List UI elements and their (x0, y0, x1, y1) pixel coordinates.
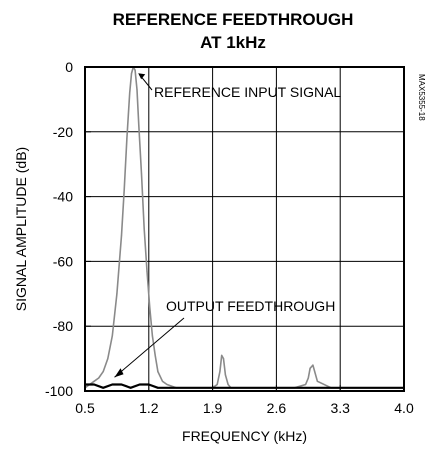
figure-code: MAX5355-18 (417, 74, 426, 121)
data-point (146, 270, 148, 272)
data-point (107, 358, 109, 360)
annotation-reference-input: REFERENCE INPUT SIGNAL (154, 84, 341, 100)
y-axis-label: SIGNAL AMPLITUDE (dB) (13, 147, 29, 311)
data-point (222, 358, 225, 360)
data-point (219, 371, 221, 373)
data-point (120, 234, 123, 237)
data-point (93, 380, 95, 382)
series-line-2 (85, 383, 404, 389)
data-point (239, 387, 241, 389)
chart-title-line2: AT 1kHz (200, 33, 266, 52)
data-point (166, 387, 168, 389)
data-point (157, 371, 159, 373)
data-point (330, 387, 332, 389)
data-point (175, 387, 177, 389)
data-point (130, 387, 132, 389)
data-point (305, 383, 307, 386)
grid (85, 67, 404, 391)
y-tick-label: -40 (53, 189, 73, 205)
data-point (221, 354, 223, 356)
data-point (307, 377, 309, 379)
series-line-1 (84, 66, 404, 389)
data-point (116, 293, 118, 295)
arrowhead-feedthrough (114, 368, 124, 378)
y-tick-label: -60 (53, 253, 73, 269)
data-point (366, 387, 369, 389)
data-point (111, 383, 113, 386)
chart-title-line1: REFERENCE FEEDTHROUGH (113, 10, 354, 29)
data-point (123, 189, 125, 191)
arrowhead-reference (138, 73, 146, 80)
data-point (126, 137, 128, 139)
data-point (154, 354, 156, 356)
data-point (284, 387, 287, 389)
series-group (84, 66, 405, 389)
data-point (316, 380, 318, 382)
data-point (321, 387, 323, 389)
data-point (257, 387, 259, 389)
data-point (149, 306, 151, 308)
x-tick-label: 1.2 (139, 400, 159, 416)
data-point (134, 69, 136, 71)
data-point (157, 387, 159, 389)
plot-frame (84, 66, 405, 392)
x-tick-label: 3.3 (330, 400, 350, 416)
data-point (120, 383, 123, 386)
data-point (312, 387, 314, 389)
data-point (303, 387, 305, 389)
data-point (102, 371, 104, 373)
data-point (266, 387, 268, 389)
data-point (161, 380, 164, 382)
data-point (151, 335, 153, 337)
data-point (102, 387, 104, 389)
x-tick-label: 4.0 (394, 400, 414, 416)
data-point (202, 387, 205, 389)
data-point (394, 387, 396, 389)
data-point (184, 387, 186, 389)
data-point (376, 387, 378, 389)
data-point (216, 383, 218, 386)
annotation-output-feedthrough: OUTPUT FEEDTHROUGH (166, 298, 335, 314)
data-point (129, 92, 131, 94)
y-tick-label: -100 (45, 383, 73, 399)
data-point (357, 387, 359, 389)
data-point (140, 173, 143, 175)
data-point (193, 387, 195, 389)
data-point (348, 387, 350, 389)
y-tick-label: 0 (65, 59, 73, 75)
tick-labels: 0.5 1.2 1.9 2.6 3.3 4.0 0 -20 -40 -60 -80 -100 (45, 59, 414, 416)
data-point (224, 374, 226, 376)
data-point (138, 124, 140, 126)
x-tick-label: 2.6 (267, 400, 287, 416)
annotations: REFERENCE INPUT SIGNAL OUTPUT FEEDTHROUGH (114, 73, 341, 378)
data-point (221, 387, 223, 389)
data-point (136, 89, 138, 91)
data-point (309, 367, 311, 369)
annotation-arrow-feedthrough (114, 317, 185, 378)
data-point (143, 228, 145, 230)
x-tick-label: 1.9 (203, 400, 223, 416)
y-tick-label: -80 (53, 318, 73, 334)
x-axis-label: FREQUENCY (kHz) (182, 428, 307, 444)
data-point (294, 387, 296, 389)
data-point (148, 383, 150, 386)
data-point (93, 383, 95, 386)
data-point (166, 383, 168, 386)
data-point (130, 72, 133, 75)
data-point (312, 364, 314, 366)
data-point (230, 387, 232, 389)
data-point (248, 387, 250, 389)
data-point (139, 383, 141, 386)
data-point (111, 335, 113, 337)
data-point (227, 383, 229, 386)
data-point (385, 387, 387, 389)
data-point (98, 377, 100, 379)
x-tick-label: 0.5 (75, 400, 95, 416)
y-tick-label: -20 (53, 124, 73, 140)
